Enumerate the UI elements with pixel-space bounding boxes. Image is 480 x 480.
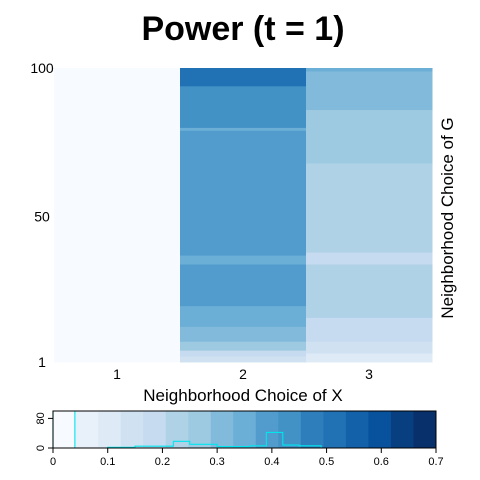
color-key-y-tick-label: 80 [35, 412, 47, 424]
heatmap-area [54, 68, 433, 363]
y-tick-label: 50 [34, 208, 50, 224]
color-key-x-tick-label: 0.5 [319, 456, 334, 468]
heatmap-cell [180, 85, 307, 108]
color-key-swatch [98, 411, 121, 448]
color-key-x-tick-label: 0.7 [428, 456, 443, 468]
heatmap-cell [180, 350, 307, 357]
heatmap-cell [54, 68, 181, 363]
heatmap-cell [180, 106, 307, 128]
color-key-swatch [188, 411, 212, 448]
color-key-swatch [255, 411, 279, 448]
color-key-x-tick-label: 0.2 [155, 456, 170, 468]
heatmap-cell [180, 326, 307, 342]
color-key-y-tick-label: 0 [35, 445, 47, 451]
x-axis-label: Neighborhood Choice of X [143, 386, 342, 405]
color-key-x-tick-label: 0.6 [374, 456, 389, 468]
chart-title: Power (t = 1) [141, 10, 344, 48]
color-key-swatch [210, 411, 234, 448]
heatmap-cell [180, 127, 307, 131]
y-tick-label: 1 [38, 354, 46, 370]
color-key-frame [52, 410, 437, 449]
heatmap-cell [180, 305, 307, 327]
x-tick-label: 2 [239, 366, 247, 382]
x-tick-label: 1 [113, 366, 121, 382]
heatmap-cell [306, 163, 433, 253]
color-key-swatch [413, 411, 437, 448]
color-key-swatch [323, 411, 347, 448]
color-key-x-tick-label: 0.3 [209, 456, 224, 468]
color-key-swatch [165, 411, 189, 448]
color-key-swatch [300, 411, 324, 448]
heatmap-column-2 [180, 68, 307, 363]
heatmap-cell [180, 255, 307, 265]
heatmap-cell [306, 264, 433, 318]
color-key-swatch [278, 411, 302, 448]
heatmap-cell [306, 252, 433, 265]
heatmap-cell [180, 341, 307, 351]
heatmap-cell [306, 353, 433, 363]
heatmap-cell [180, 130, 307, 256]
x-tick-labels: 1 2 3 [113, 366, 373, 382]
color-key-swatch [75, 411, 99, 448]
heatmap-column-1 [54, 68, 181, 363]
heatmap-cell [306, 68, 433, 72]
heatmap-cell [306, 109, 433, 164]
color-key-x-tick-label: 0.1 [100, 456, 115, 468]
heatmap-cell [306, 70, 433, 111]
color-key-x-tick-label: 0.4 [264, 456, 279, 468]
heatmap-cell [306, 317, 433, 342]
heatmap-column-3 [306, 68, 433, 363]
color-key-swatch [368, 411, 392, 448]
color-key-swatch [345, 411, 369, 448]
heatmap-cell [180, 356, 307, 363]
heatmap-cell [180, 68, 307, 87]
color-key-x-tick-label: 0 [50, 456, 56, 468]
color-key-swatch [390, 411, 414, 448]
color-key-swatch [233, 411, 257, 448]
color-key-swatch [120, 411, 144, 448]
color-key-swatch [143, 411, 167, 448]
heatmap-cell [306, 341, 433, 354]
color-key: 0 0.1 0.2 0.3 0.4 0.5 0.6 0.7 0 80 [35, 410, 444, 468]
color-key-swatch [53, 411, 76, 448]
x-tick-label: 3 [365, 366, 373, 382]
heatmap-cell [180, 264, 307, 307]
y-axis-label: Neighborhood Choice of G [438, 117, 457, 318]
y-tick-label: 100 [30, 60, 54, 76]
y-tick-labels: 1 50 100 [30, 60, 54, 370]
